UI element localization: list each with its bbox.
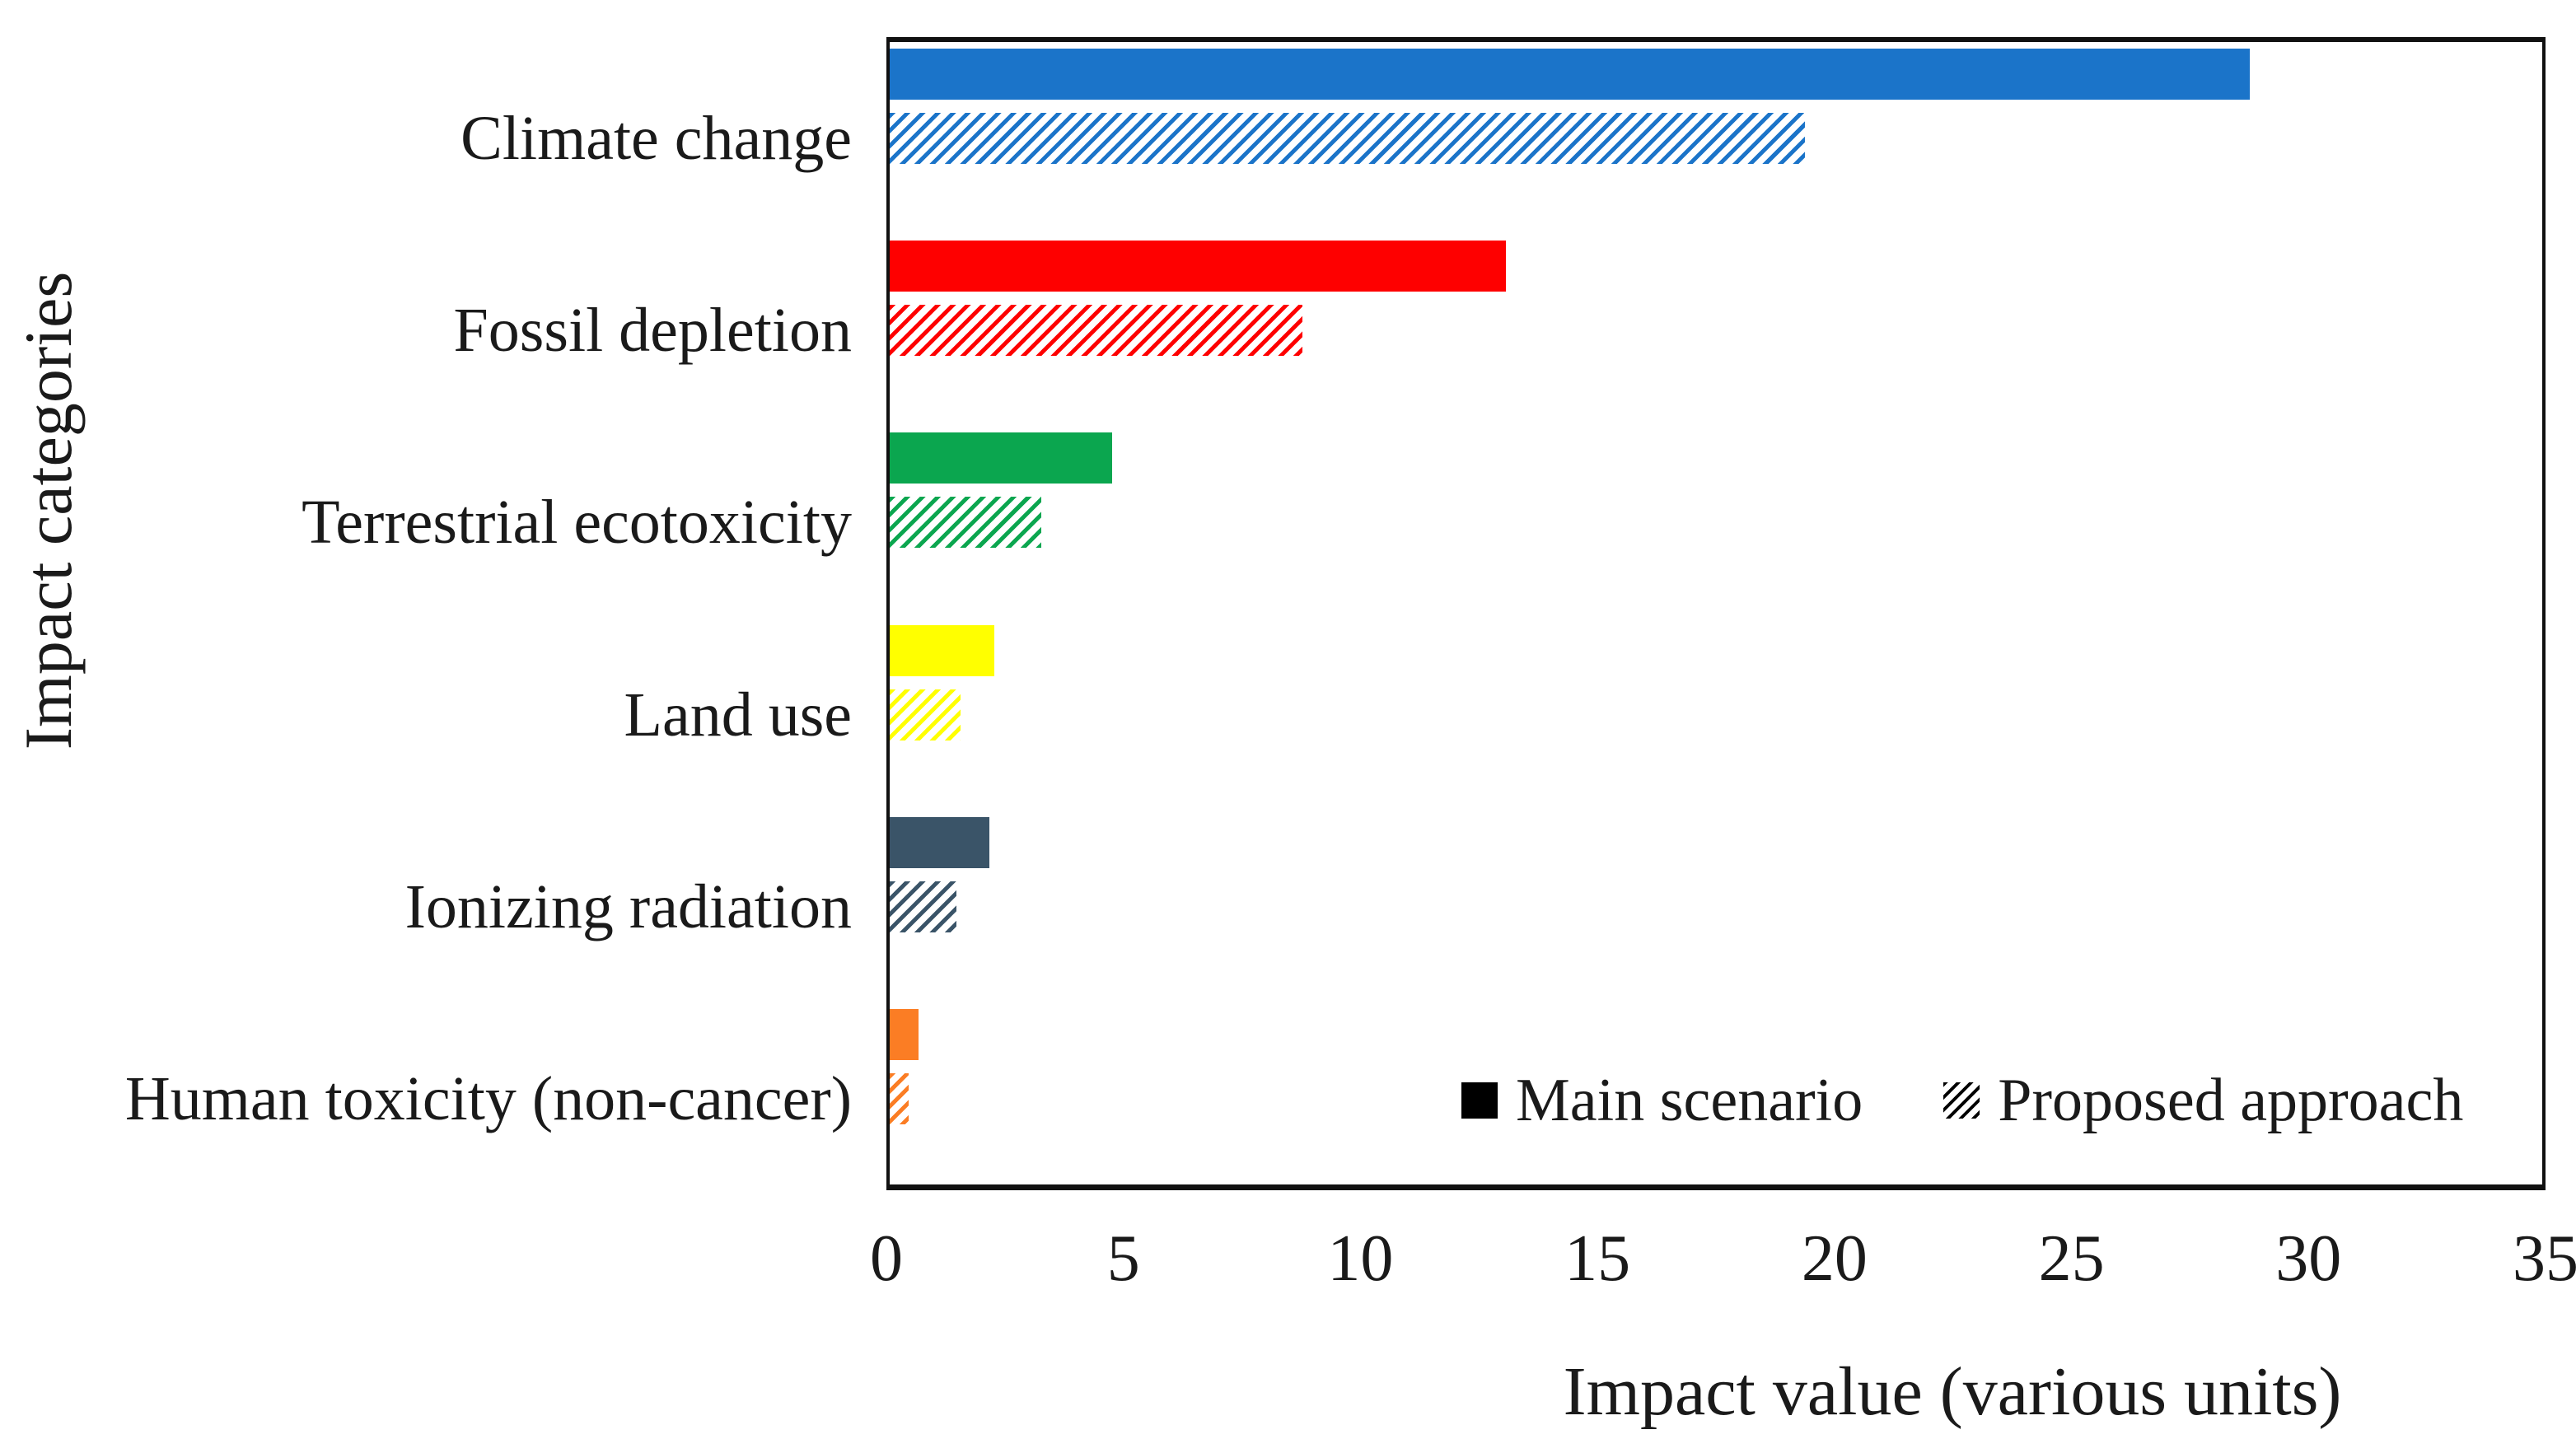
legend-item-main-scenario: Main scenario — [1461, 1070, 1863, 1131]
bar-main-scenario-2 — [890, 432, 1113, 484]
legend-item-proposed-approach: Proposed approach — [1943, 1070, 2463, 1131]
bar-main-scenario-1 — [890, 241, 1507, 292]
category-label: Ionizing radiation — [404, 872, 852, 941]
x-tick-label: 0 — [870, 1222, 903, 1295]
bar-main-scenario-0 — [890, 48, 2251, 100]
category-label: Terrestrial ecotoxicity — [302, 488, 852, 558]
x-tick-label: 25 — [2038, 1222, 2105, 1295]
x-tick-label: 35 — [2513, 1222, 2576, 1295]
bar-proposed-approach-2 — [890, 497, 1042, 549]
bars — [890, 42, 2542, 1184]
x-tick-label: 20 — [1801, 1222, 1868, 1295]
x-tick-label: 15 — [1564, 1222, 1631, 1295]
bar-main-scenario-5 — [890, 1009, 919, 1061]
hatched-swatch-icon — [1943, 1082, 1980, 1119]
bar-main-scenario-4 — [890, 817, 989, 868]
bar-proposed-approach-0 — [890, 112, 1805, 164]
bar-proposed-approach-5 — [890, 1073, 909, 1125]
legend-label-main-scenario: Main scenario — [1516, 1067, 1863, 1134]
bar-proposed-approach-1 — [890, 305, 1302, 356]
bar-proposed-approach-4 — [890, 881, 956, 932]
x-tick-label: 10 — [1327, 1222, 1394, 1295]
x-axis-title: Impact value (various units) — [1563, 1353, 2342, 1430]
category-label: Land use — [624, 680, 852, 750]
x-tick-label: 30 — [2275, 1222, 2342, 1295]
x-tick-label: 5 — [1106, 1222, 1140, 1295]
bar-proposed-approach-3 — [890, 689, 961, 741]
category-label: Fossil depletion — [453, 296, 852, 365]
category-labels: Climate change Fossil depletion Terrestria… — [0, 37, 852, 1190]
legend-label-proposed-approach: Proposed approach — [1998, 1067, 2464, 1134]
solid-swatch-icon — [1461, 1082, 1498, 1119]
plot-area: Main scenario Proposed approach — [886, 37, 2546, 1190]
bar-main-scenario-3 — [890, 624, 994, 676]
category-label: Human toxicity (non-cancer) — [124, 1064, 852, 1134]
category-label: Climate change — [461, 103, 852, 173]
legend: Main scenario Proposed approach — [1461, 1070, 2463, 1131]
